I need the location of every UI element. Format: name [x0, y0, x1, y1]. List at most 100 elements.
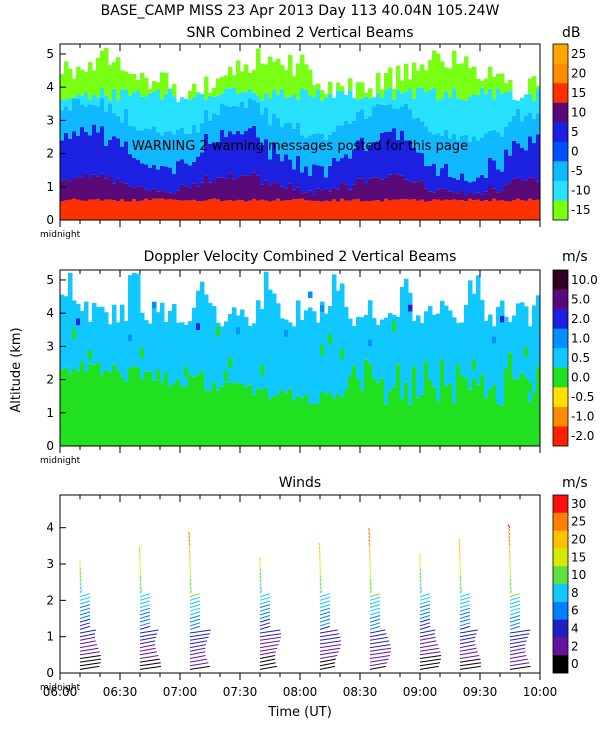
snr-cell — [488, 185, 493, 202]
doppler-cell — [248, 415, 253, 426]
snr-cell — [492, 129, 497, 161]
snr-cell — [512, 178, 517, 201]
wind-barb — [259, 596, 271, 601]
snr-cell — [420, 153, 425, 181]
snr-cell — [376, 177, 381, 201]
snr-cell — [508, 182, 513, 202]
snr-cell — [84, 92, 89, 107]
snr-cell — [368, 178, 373, 202]
snr-cell — [512, 200, 517, 220]
snr-cell — [336, 189, 341, 202]
doppler-cell — [484, 397, 489, 446]
doppler-cell — [236, 383, 241, 446]
snr-cell — [256, 95, 261, 103]
snr-cell — [296, 199, 301, 220]
doppler-cell — [200, 281, 205, 380]
snr-cell — [224, 105, 229, 137]
wind-barb — [79, 622, 91, 627]
snr-cell — [504, 201, 509, 220]
wind-barb — [79, 651, 100, 656]
snr-cell — [164, 131, 169, 167]
snr-cell — [288, 122, 293, 160]
wind-barb — [509, 586, 512, 590]
doppler-cell — [264, 271, 269, 388]
wind-barb — [139, 636, 156, 641]
doppler-cell — [480, 374, 485, 446]
doppler-cell — [508, 352, 513, 446]
snr-cell — [488, 66, 493, 89]
wind-barb — [139, 571, 142, 575]
snr-cell — [504, 149, 509, 185]
snr-cell — [524, 180, 529, 201]
wind-barb — [509, 615, 521, 619]
snr-cell — [144, 77, 149, 97]
doppler-cell — [100, 374, 105, 446]
snr-cell — [184, 163, 189, 187]
doppler-cell — [196, 290, 201, 375]
snr-cell — [84, 200, 89, 220]
snr-cell — [448, 200, 453, 220]
snr-cell — [284, 123, 289, 155]
snr-cell — [228, 66, 233, 89]
snr-cell — [488, 130, 493, 158]
snr-cell — [236, 199, 241, 220]
snr-cell — [304, 166, 309, 193]
snr-cell — [452, 50, 457, 89]
snr-cell — [100, 88, 105, 99]
snr-cell — [388, 200, 393, 220]
wind-barb — [509, 633, 530, 638]
snr-cell — [112, 200, 117, 220]
x-tick-label: 09:30 — [463, 685, 498, 699]
wind-barb — [319, 647, 341, 652]
doppler-cell — [244, 386, 249, 446]
wind-barb — [79, 600, 91, 605]
winds-colorbar-label: 2 — [571, 639, 579, 653]
snr-cell — [328, 201, 333, 220]
snr-cell — [464, 135, 469, 181]
snr-cell — [408, 109, 413, 141]
winds-colorbar-label: 25 — [571, 515, 586, 529]
snr-cell — [432, 50, 437, 89]
wind-barb — [368, 542, 371, 547]
doppler-colorbar-swatch — [553, 387, 568, 408]
snr-cell — [280, 65, 285, 89]
doppler-cell — [96, 306, 101, 363]
wind-barb — [508, 546, 511, 550]
snr-cell — [524, 150, 529, 181]
snr-cell — [248, 88, 253, 99]
snr-cell — [76, 94, 81, 99]
doppler-cell — [156, 369, 161, 380]
snr-cell — [192, 97, 197, 125]
snr-cell — [220, 77, 225, 94]
snr-cell — [80, 200, 85, 220]
snr-cell — [240, 102, 245, 135]
snr-colorbar-swatch — [553, 122, 568, 143]
snr-cell — [456, 200, 461, 220]
wind-barb — [79, 658, 102, 663]
doppler-cell — [292, 326, 297, 401]
snr-cell — [220, 93, 225, 104]
doppler-cell — [148, 405, 153, 416]
wind-barb — [139, 640, 156, 645]
snr-cell — [380, 104, 385, 133]
wind-barb — [419, 611, 431, 616]
y-tick-label: 5 — [46, 273, 54, 287]
wind-barb — [369, 593, 381, 598]
snr-cell — [520, 147, 525, 181]
doppler-cell — [440, 359, 445, 446]
wind-barb — [79, 629, 96, 634]
snr-cell — [268, 56, 273, 99]
doppler-cell — [432, 386, 437, 446]
snr-cell — [284, 188, 289, 201]
snr-colorbar-label: 15 — [571, 86, 586, 100]
snr-cell — [460, 200, 465, 220]
snr-cell — [536, 113, 541, 135]
wind-barb — [259, 593, 271, 598]
winds-colorbar-label: 0 — [571, 657, 579, 671]
snr-cell — [96, 132, 101, 177]
snr-cell — [136, 159, 141, 187]
wind-barb — [79, 589, 83, 594]
doppler-cell — [248, 326, 253, 385]
snr-cell — [88, 104, 93, 136]
snr-cell — [400, 198, 405, 220]
